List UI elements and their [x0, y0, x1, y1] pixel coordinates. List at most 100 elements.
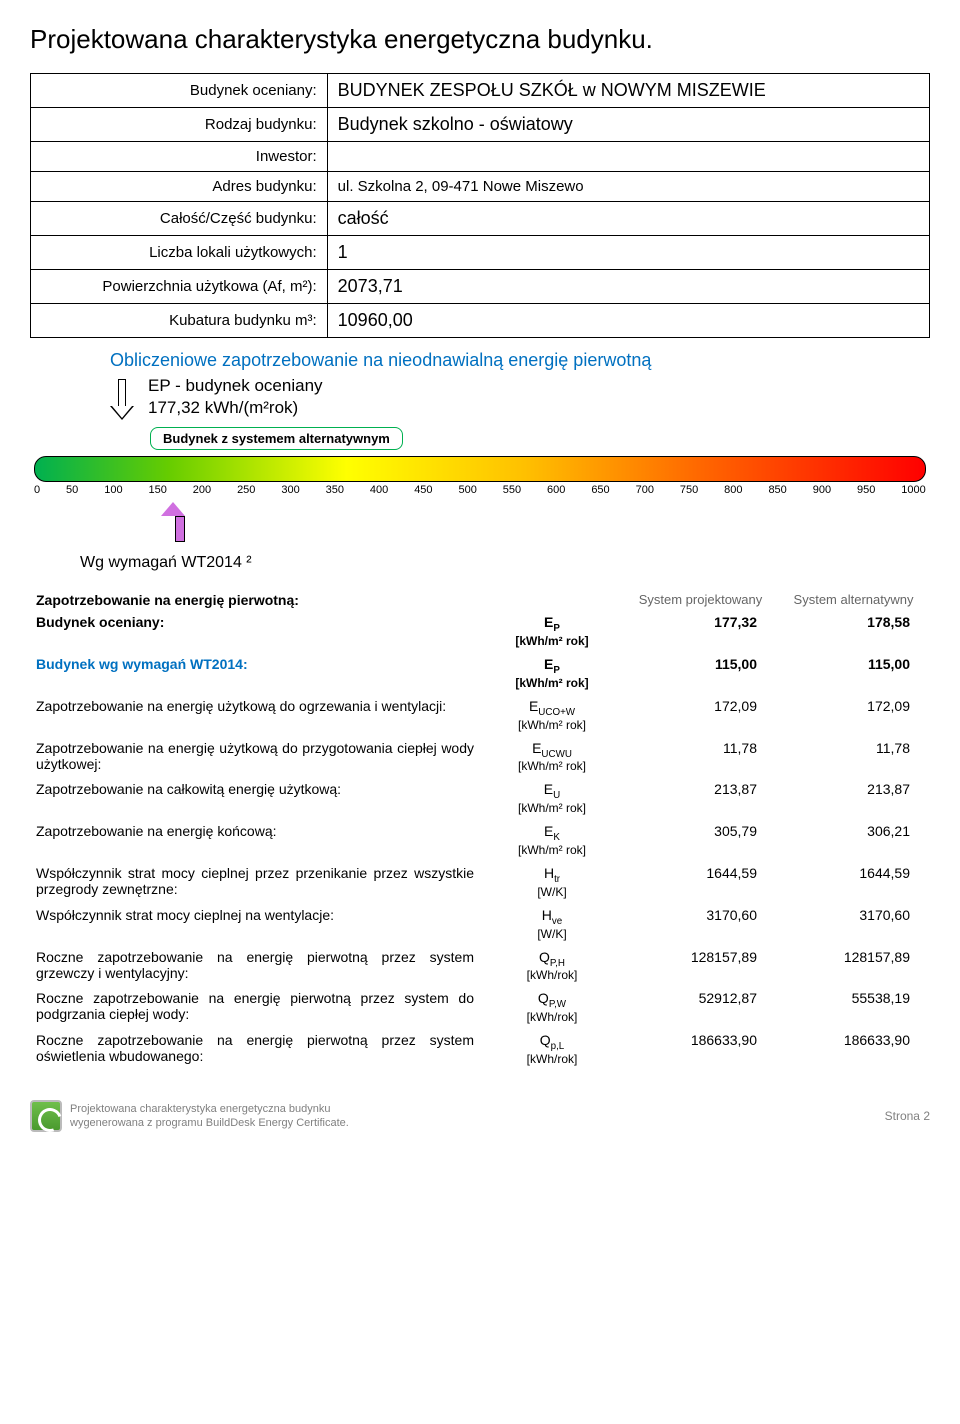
result-value-alt: 11,78 — [777, 736, 930, 778]
scale-tick: 0 — [34, 484, 40, 496]
info-value: 1 — [327, 236, 929, 270]
result-symbol: QP,W[kWh/rok] — [480, 986, 624, 1028]
footer-line1: Projektowana charakterystyka energetyczn… — [70, 1103, 330, 1115]
scale-tick: 800 — [724, 484, 742, 496]
alt-system-badge: Budynek z systemem alternatywnym — [150, 427, 403, 450]
info-label: Inwestor: — [31, 142, 328, 172]
scale-tick: 750 — [680, 484, 698, 496]
result-value-alt: 306,21 — [777, 819, 930, 861]
scale-tick: 450 — [414, 484, 432, 496]
result-desc: Budynek oceniany: — [30, 610, 480, 652]
result-symbol: EP[kWh/m² rok] — [480, 610, 624, 652]
result-value-alt: 128157,89 — [777, 945, 930, 987]
ep-line1: EP - budynek oceniany — [148, 376, 323, 395]
builddesk-logo-icon — [30, 1100, 62, 1132]
scale-tick: 650 — [591, 484, 609, 496]
ep-text: EP - budynek oceniany 177,32 kWh/(m²rok) — [148, 375, 323, 419]
result-value-proj: 52912,87 — [624, 986, 777, 1028]
result-symbol: EUCO+W[kWh/m² rok] — [480, 694, 624, 736]
result-value-alt: 178,58 — [777, 610, 930, 652]
footer-line2: wygenerowana z programu BuildDesk Energy… — [70, 1117, 349, 1129]
wt2014-label: Wg wymagań WT2014 ² — [80, 554, 930, 572]
result-value-alt: 115,00 — [777, 652, 930, 694]
info-label: Liczba lokali użytkowych: — [31, 236, 328, 270]
result-symbol: Qp,L[kWh/rok] — [480, 1028, 624, 1070]
wt-marker-row — [30, 502, 930, 542]
result-symbol: EK[kWh/m² rok] — [480, 819, 624, 861]
info-label: Budynek oceniany: — [31, 74, 328, 108]
building-info-table: Budynek oceniany:BUDYNEK ZESPOŁU SZKÓŁ w… — [30, 73, 930, 338]
page-title: Projektowana charakterystyka energetyczn… — [30, 24, 930, 55]
result-value-proj: 115,00 — [624, 652, 777, 694]
info-value — [327, 142, 929, 172]
scale-tick: 1000 — [901, 484, 925, 496]
scale-ticks: 0501001502002503003504004505005506006507… — [34, 484, 926, 496]
scale-tick: 900 — [813, 484, 831, 496]
result-value-alt: 172,09 — [777, 694, 930, 736]
footer-text: Projektowana charakterystyka energetyczn… — [70, 1102, 349, 1131]
result-value-proj: 213,87 — [624, 777, 777, 819]
result-desc: Współczynnik strat mocy cieplnej na went… — [30, 903, 480, 945]
result-value-proj: 1644,59 — [624, 861, 777, 903]
result-desc: Budynek wg wymagań WT2014: — [30, 652, 480, 694]
scale-tick: 500 — [458, 484, 476, 496]
result-symbol: EUCWU[kWh/m² rok] — [480, 736, 624, 778]
scale-tick: 50 — [66, 484, 78, 496]
result-symbol: EU[kWh/m² rok] — [480, 777, 624, 819]
result-desc: Zapotrzebowanie na energię użytkową do o… — [30, 694, 480, 736]
result-value-proj: 305,79 — [624, 819, 777, 861]
info-value: całość — [327, 202, 929, 236]
scale-tick: 550 — [503, 484, 521, 496]
ep-row: EP - budynek oceniany 177,32 kWh/(m²rok) — [110, 375, 930, 419]
scale-tick: 100 — [104, 484, 122, 496]
page-footer: Projektowana charakterystyka energetyczn… — [30, 1100, 930, 1132]
scale-tick: 150 — [149, 484, 167, 496]
info-value: 2073,71 — [327, 270, 929, 304]
scale-tick: 700 — [636, 484, 654, 496]
wt-arrow-icon — [168, 502, 192, 542]
info-label: Całość/Część budynku: — [31, 202, 328, 236]
arrow-down-icon — [110, 379, 134, 419]
info-label: Rodzaj budynku: — [31, 108, 328, 142]
result-value-proj: 11,78 — [624, 736, 777, 778]
result-value-proj: 177,32 — [624, 610, 777, 652]
info-value: ul. Szkolna 2, 09-471 Nowe Miszewo — [327, 172, 929, 202]
result-value-alt: 55538,19 — [777, 986, 930, 1028]
scale-gradient-bar — [34, 456, 926, 482]
result-symbol: QP,H[kWh/rok] — [480, 945, 624, 987]
result-value-proj: 128157,89 — [624, 945, 777, 987]
result-value-alt: 1644,59 — [777, 861, 930, 903]
result-value-proj: 186633,90 — [624, 1028, 777, 1070]
result-value-proj: 172,09 — [624, 694, 777, 736]
scale-tick: 200 — [193, 484, 211, 496]
calc-heading: Obliczeniowe zapotrzebowanie na nieodnaw… — [110, 350, 930, 371]
scale-tick: 850 — [768, 484, 786, 496]
results-table: Zapotrzebowanie na energię pierwotną: Sys… — [30, 588, 930, 1070]
result-desc: Roczne zapotrzebowanie na energię pierwo… — [30, 986, 480, 1028]
scale-tick: 300 — [281, 484, 299, 496]
info-label: Powierzchnia użytkowa (Af, m²): — [31, 270, 328, 304]
page-number: Strona 2 — [885, 1109, 930, 1123]
results-section-label: Zapotrzebowanie na energię pierwotną: — [30, 588, 480, 610]
info-label: Adres budynku: — [31, 172, 328, 202]
col-system-alt: System alternatywny — [777, 588, 930, 610]
result-value-alt: 213,87 — [777, 777, 930, 819]
result-value-alt: 3170,60 — [777, 903, 930, 945]
result-symbol: EP[kWh/m² rok] — [480, 652, 624, 694]
result-value-proj: 3170,60 — [624, 903, 777, 945]
result-desc: Zapotrzebowanie na energię końcową: — [30, 819, 480, 861]
result-desc: Roczne zapotrzebowanie na energię pierwo… — [30, 1028, 480, 1070]
ep-line2: 177,32 kWh/(m²rok) — [148, 398, 298, 417]
info-value: 10960,00 — [327, 304, 929, 338]
energy-scale: 0501001502002503003504004505005506006507… — [30, 456, 930, 496]
scale-tick: 350 — [326, 484, 344, 496]
result-desc: Roczne zapotrzebowanie na energię pierwo… — [30, 945, 480, 987]
result-desc: Zapotrzebowanie na całkowitą energię uży… — [30, 777, 480, 819]
result-value-alt: 186633,90 — [777, 1028, 930, 1070]
result-desc: Współczynnik strat mocy cieplnej przez p… — [30, 861, 480, 903]
info-label: Kubatura budynku m³: — [31, 304, 328, 338]
result-desc: Zapotrzebowanie na energię użytkową do p… — [30, 736, 480, 778]
info-value: Budynek szkolno - oświatowy — [327, 108, 929, 142]
scale-tick: 400 — [370, 484, 388, 496]
scale-tick: 600 — [547, 484, 565, 496]
